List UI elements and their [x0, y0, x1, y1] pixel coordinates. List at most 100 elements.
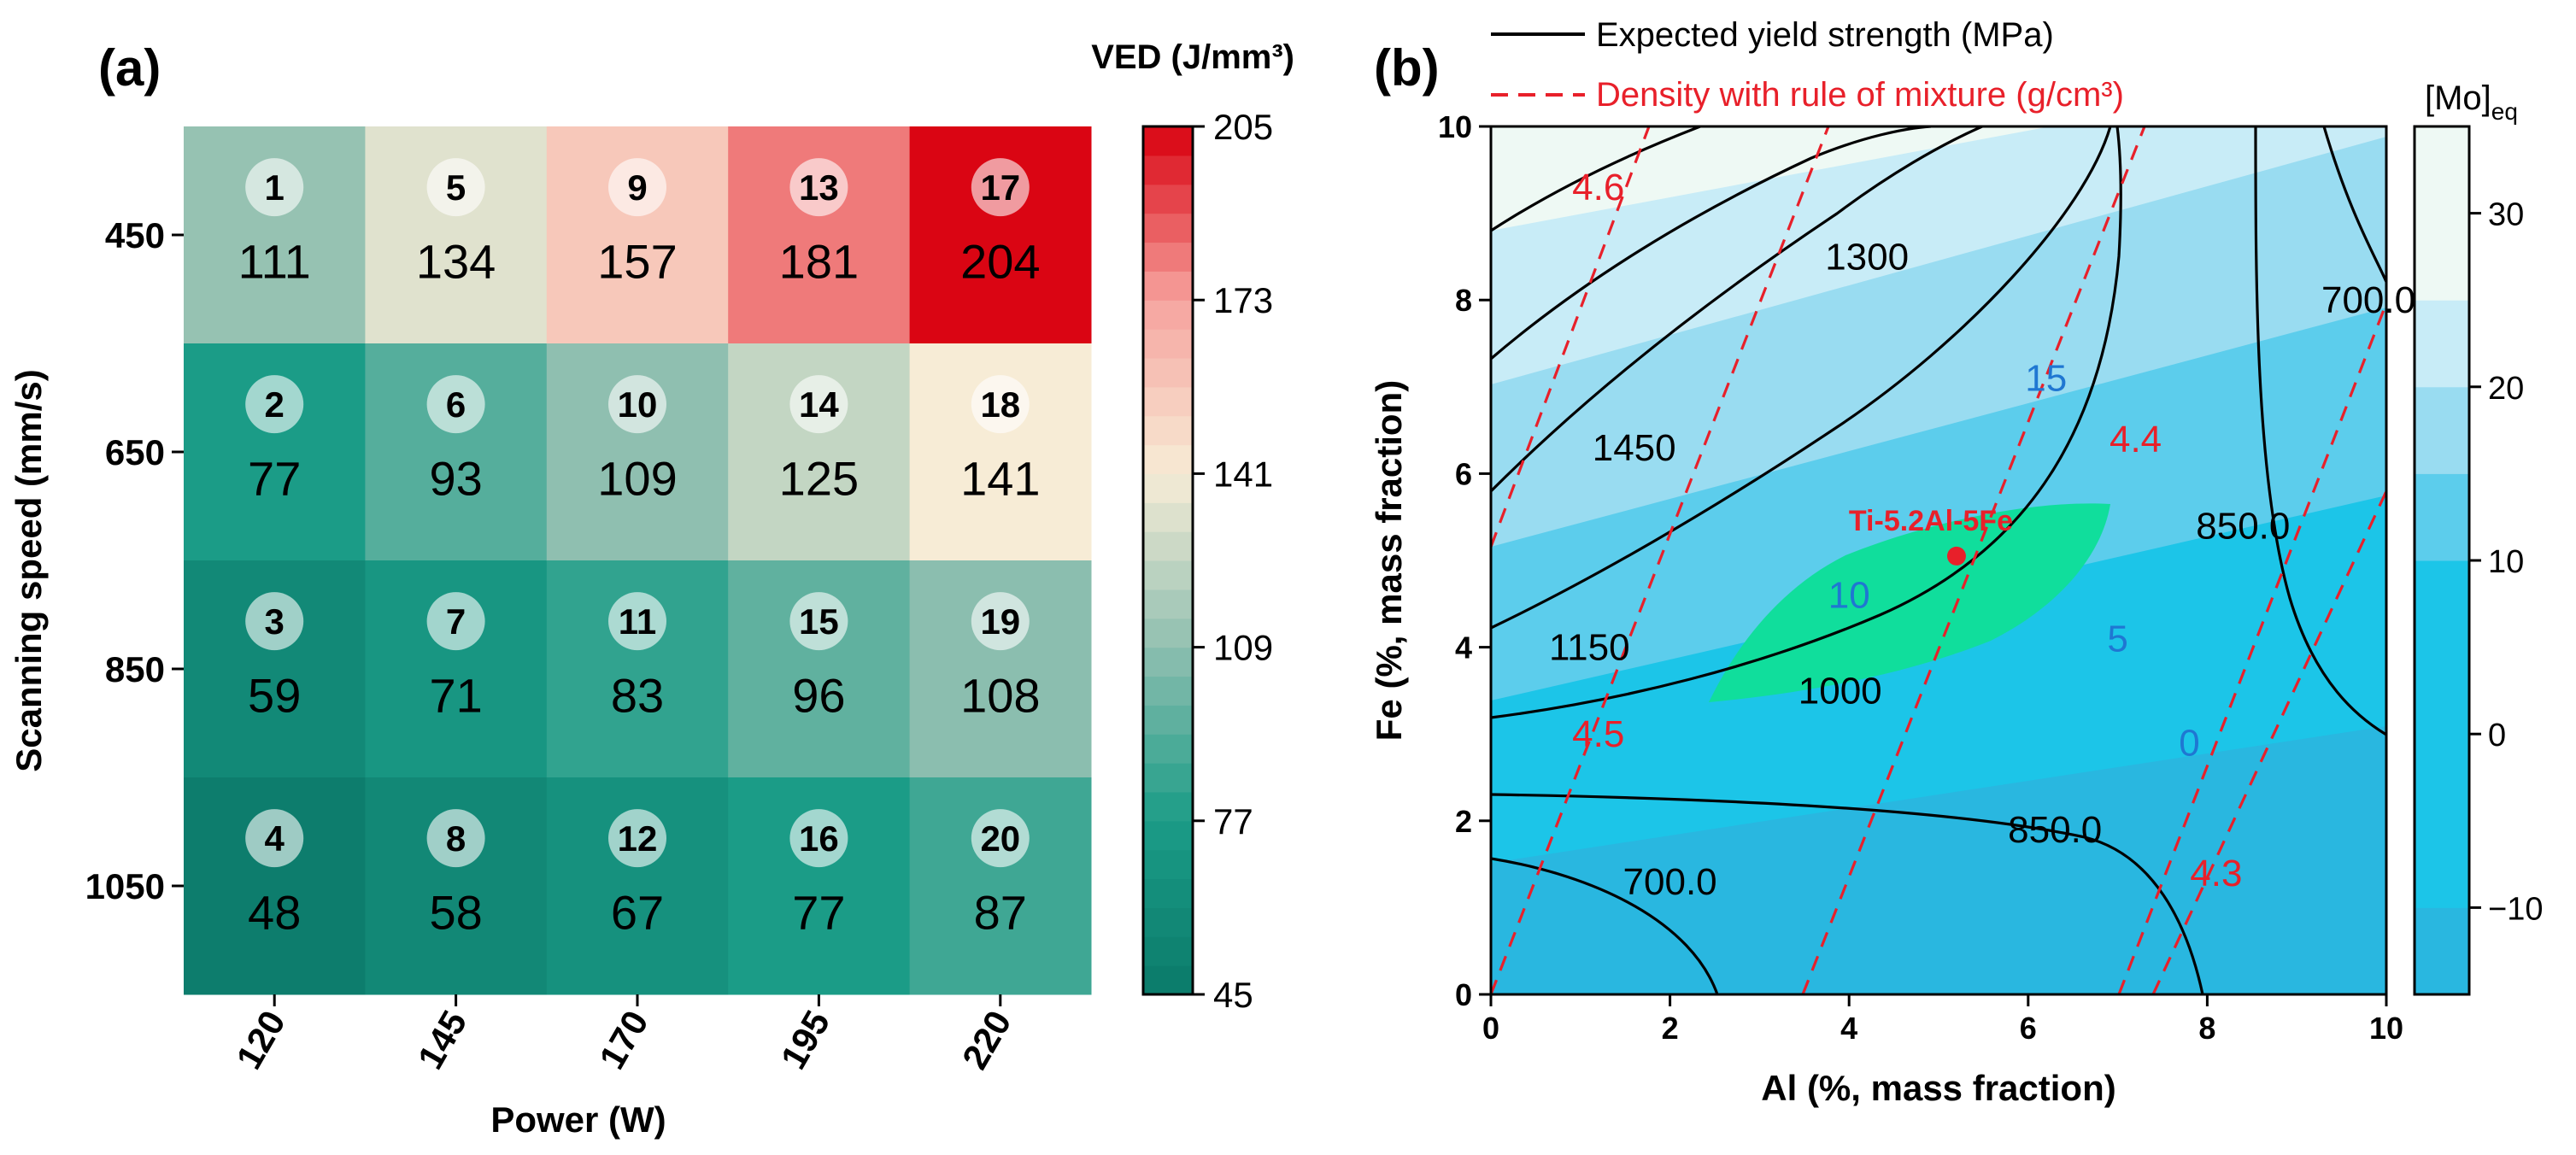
cell-id-badge: [789, 375, 848, 434]
colorbar-a-segment: [1143, 676, 1193, 706]
colorbar-b-band: [2415, 300, 2469, 388]
cell-value-label: 83: [611, 668, 664, 722]
colorbar-b-band: [2415, 734, 2469, 908]
y-axis-title-a: Scanning speed (mm/s): [9, 369, 49, 771]
x-tick-label-b: 10: [2369, 1011, 2403, 1046]
colorbar-a-tick-label: 141: [1213, 454, 1273, 494]
density-label: 4.3: [2190, 853, 2242, 894]
cell-value-label: 109: [597, 451, 677, 505]
colorbar-a-segment: [1143, 965, 1193, 995]
contour-1450: [1491, 126, 1983, 493]
cell-id-badge: [245, 592, 304, 651]
cell-value-label: 87: [974, 885, 1027, 939]
colorbar-b-band: [2415, 386, 2469, 474]
colorbar-a-segment: [1143, 589, 1193, 619]
colorbar-a-tick-label: 45: [1213, 975, 1253, 1015]
contour-1300: [1491, 126, 2112, 630]
cell-id-label: 14: [799, 384, 839, 425]
cell-id-label: 6: [446, 384, 466, 425]
y-tick-label-b: 4: [1455, 630, 1472, 665]
y-tick-label-a: 650: [105, 432, 165, 472]
y-tick-label-a: 1050: [85, 866, 165, 906]
cell-id-badge: [789, 592, 848, 651]
cell-id-label: 4: [265, 818, 285, 859]
colorbar-a-segment: [1143, 213, 1193, 243]
colorbar-a-segment: [1143, 878, 1193, 908]
colorbar-b-band: [2415, 560, 2469, 735]
colorbar-a-segment: [1143, 126, 1193, 156]
cell-id-label: 19: [980, 601, 1020, 642]
colorbar-b-tick-label: 30: [2488, 197, 2524, 233]
colorbar-b-band: [2415, 126, 2469, 301]
x-tick-label-a: 220: [954, 1004, 1019, 1076]
colorbar-a-segment: [1143, 907, 1193, 937]
y-tick-label-a: 450: [105, 215, 165, 255]
mo-eq-level-label: 15: [2025, 358, 2067, 400]
cell-id-badge: [245, 375, 304, 434]
contour-850-lower: [1491, 793, 2204, 994]
colorbar-a-tick-label: 109: [1213, 628, 1273, 668]
colorbar-a-segment: [1143, 763, 1193, 793]
contour-700-lower: [1491, 857, 1719, 994]
colorbar-a-segment: [1143, 415, 1193, 446]
cell-id-badge: [608, 592, 666, 651]
colorbar-a-tick-label: 173: [1213, 280, 1273, 320]
cell-id-badge: [971, 809, 1030, 868]
x-axis-title-b: Al (%, mass fraction): [1761, 1068, 2115, 1108]
colorbar-a-segment: [1143, 242, 1193, 272]
cell-id-badge: [426, 158, 485, 217]
density-label: 4.4: [2110, 419, 2162, 460]
colorbar-a-segment: [1143, 618, 1193, 648]
x-tick-label-a: 120: [228, 1004, 293, 1076]
colorbar-b-band: [2415, 907, 2469, 995]
colorbar-a-segment: [1143, 473, 1193, 503]
contour-700-upper: [2322, 126, 2386, 283]
x-tick-label-b: 0: [1482, 1011, 1499, 1046]
colorbar-a-segment: [1143, 647, 1193, 677]
cell-id-label: 10: [618, 384, 658, 425]
colorbar-b: −10 0 10 20 30: [2413, 125, 2543, 996]
cell-id-badge: [971, 375, 1030, 434]
contour-frame: [1489, 125, 2388, 996]
cell-id-label: 11: [619, 601, 656, 642]
cell-id-badge: [426, 809, 485, 868]
density-line-4.5: [1491, 126, 1830, 994]
colorbar-a-segment: [1143, 705, 1193, 735]
contour-labels: 1300 700.0 1450 850.0 1150 1000 850.0 700.0 4.6 4…: [1549, 167, 2415, 903]
cell-value-label: 93: [429, 451, 482, 505]
colorbar-a-segment: [1143, 849, 1193, 880]
density-line-4.3: [2151, 490, 2386, 994]
colorbar-a-segment: [1143, 271, 1193, 301]
cell-id-badge: [245, 809, 304, 868]
cell-value-label: 181: [779, 234, 859, 288]
x-tick-label-a: 195: [772, 1004, 837, 1076]
yield-contour-label: 850.0: [2008, 809, 2102, 851]
contour-plot-area: [1491, 126, 2386, 994]
colorbar-a-segment: [1143, 329, 1193, 359]
cell-value-label: 108: [960, 668, 1040, 722]
cell-value-label: 111: [238, 234, 311, 288]
cell-id-badge: [971, 592, 1030, 651]
optimal-region: [1709, 503, 2110, 702]
heatmap-panel: (a) 111127735944851346937718589157101091…: [9, 38, 1294, 1140]
contour-panel: (b) Expected yield strength (MPa) Densit…: [1369, 16, 2543, 1108]
colorbar-a-segment: [1143, 820, 1193, 851]
y-tick-label-b: 6: [1455, 456, 1472, 491]
yield-contour-label: 1300: [1825, 236, 1909, 278]
colorbar-a-segment: [1143, 560, 1193, 590]
yield-contour-label: 1150: [1549, 627, 1630, 669]
cell-id-badge: [608, 375, 666, 434]
cell-value-label: 67: [611, 885, 664, 939]
legend-yield-label: Expected yield strength (MPa): [1596, 16, 2054, 54]
cell-value-label: 58: [429, 885, 482, 939]
x-tick-label-b: 2: [1662, 1011, 1679, 1046]
colorbar-a-tick-label: 205: [1213, 107, 1273, 147]
x-tick-label-b: 6: [2020, 1011, 2037, 1046]
cell-id-badge: [789, 158, 848, 217]
y-axis-title-b: Fe (%, mass fraction): [1369, 380, 1409, 741]
colorbar-a-segment: [1143, 936, 1193, 966]
y-tick-label-b: 10: [1438, 109, 1472, 144]
yield-strength-contours: [1491, 126, 2386, 994]
colorbar-a-segment: [1143, 386, 1193, 417]
